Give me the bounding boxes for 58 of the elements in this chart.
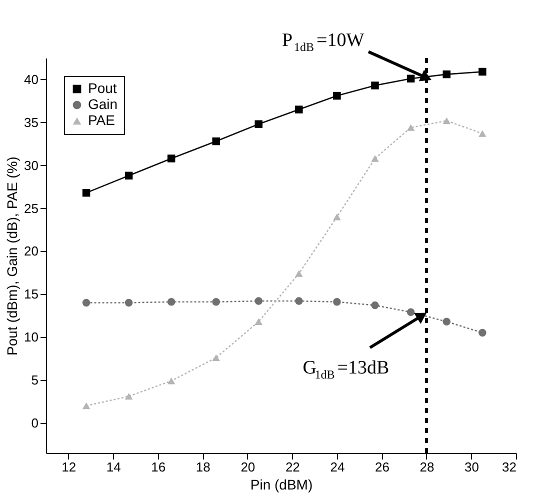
point xyxy=(212,354,220,362)
y-tick-label: 0 xyxy=(31,415,38,430)
point xyxy=(124,172,133,180)
point xyxy=(478,130,486,137)
point xyxy=(212,298,220,306)
y-tick-label: 5 xyxy=(31,372,38,388)
point xyxy=(478,328,486,337)
y-tick-label: 40 xyxy=(24,72,38,87)
point xyxy=(254,120,262,128)
legend-label: Pout xyxy=(88,80,117,96)
point xyxy=(295,106,303,114)
point xyxy=(406,74,415,82)
y-axis-title: Pout (dBm), Gain (dB), PAE (%) xyxy=(4,156,20,356)
y-tick-label: 15 xyxy=(24,286,38,302)
point xyxy=(295,270,303,277)
x-tick-label: 24 xyxy=(330,460,345,474)
y-tick-label: 20 xyxy=(24,244,38,259)
point xyxy=(295,297,303,305)
legend-label: Gain xyxy=(88,96,118,112)
point xyxy=(478,68,486,76)
point xyxy=(406,308,415,316)
point xyxy=(167,378,176,384)
point xyxy=(124,298,133,307)
point xyxy=(212,137,220,146)
x-tick-label: 22 xyxy=(285,460,300,474)
y-tick-label: 25 xyxy=(24,200,38,216)
point xyxy=(333,92,341,100)
y-tick-label: 10 xyxy=(24,330,38,345)
point xyxy=(371,301,379,310)
x-tick-label: 18 xyxy=(196,460,210,474)
point xyxy=(82,298,90,307)
y-tick-label: 30 xyxy=(24,158,38,173)
point xyxy=(167,154,176,162)
x-tick-label: 32 xyxy=(502,460,516,474)
point xyxy=(442,70,450,78)
point xyxy=(371,155,379,162)
point xyxy=(406,124,415,131)
point xyxy=(124,392,133,400)
x-tick-label: 16 xyxy=(151,460,166,474)
point xyxy=(333,214,341,220)
point xyxy=(254,297,262,305)
x-tick-label: 26 xyxy=(374,460,390,474)
legend-label: PAE xyxy=(88,112,115,128)
x-axis-title: Pin (dBM) xyxy=(250,476,313,492)
x-tick-label: 20 xyxy=(240,460,256,474)
x-tick-label: 28 xyxy=(420,460,434,474)
x-tick-label: 30 xyxy=(464,460,479,474)
point xyxy=(82,402,90,410)
point xyxy=(82,188,90,197)
x-tick-label: 14 xyxy=(106,460,121,474)
y-tick-label: 35 xyxy=(24,114,38,130)
point xyxy=(167,298,176,306)
point xyxy=(254,318,262,325)
point xyxy=(371,82,379,90)
x-tick-label: 12 xyxy=(62,460,76,474)
point xyxy=(442,318,450,326)
point xyxy=(333,298,341,306)
point xyxy=(442,117,450,124)
